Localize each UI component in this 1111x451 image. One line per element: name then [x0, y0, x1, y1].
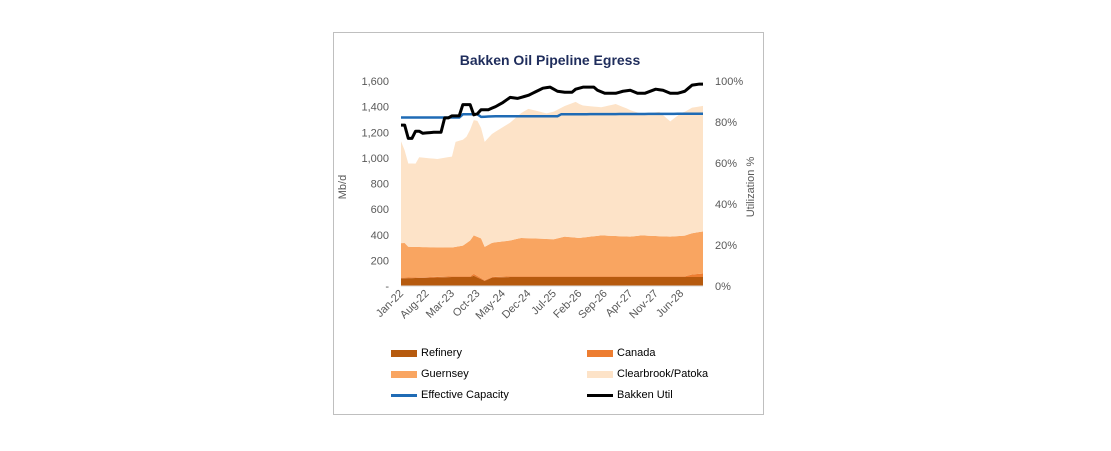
y2-tick-label: 40%	[715, 199, 737, 211]
chart-frame: Bakken Oil Pipeline Egress Mb/d Utilizat…	[333, 32, 764, 415]
y-tick-label: -	[385, 281, 389, 293]
x-tick-label: Nov-27	[627, 288, 661, 322]
y2-tick-label: 20%	[715, 240, 737, 252]
chart-svg: Bakken Oil Pipeline Egress Mb/d Utilizat…	[337, 52, 757, 322]
area-refinery	[401, 275, 703, 286]
y-tick-label: 200	[371, 255, 389, 267]
y2-tick-label: 0%	[715, 281, 731, 293]
y2-axis-label: Utilization %	[745, 157, 757, 218]
y-tick-label: 1,600	[361, 76, 389, 88]
x-tick-label: Mar-23	[424, 288, 457, 321]
y2-tick-label: 100%	[715, 76, 743, 88]
y-tick-label: 1,000	[361, 153, 389, 165]
area-guernsey	[401, 231, 703, 281]
y-tick-label: 1,200	[361, 127, 389, 139]
x-tick-label: Sep-26	[576, 288, 610, 322]
y2-tick-label: 80%	[715, 117, 737, 129]
series-lines	[401, 82, 704, 140]
y-tick-label: 600	[371, 204, 389, 216]
x-tick-label: Dec-24	[500, 288, 534, 322]
x-tick-label: Jun-28	[654, 288, 686, 320]
y-axis-label: Mb/d	[337, 175, 349, 199]
y-tick-label: 800	[371, 179, 389, 191]
stacked-areas	[401, 101, 703, 286]
y2-tick-label: 60%	[715, 158, 737, 170]
line-bakken-util	[401, 82, 703, 140]
chart-title: Bakken Oil Pipeline Egress	[460, 52, 641, 68]
y-tick-label: 400	[371, 230, 389, 242]
area-clearbrook-patoka	[401, 101, 703, 248]
y-tick-label: 1,400	[361, 102, 389, 114]
